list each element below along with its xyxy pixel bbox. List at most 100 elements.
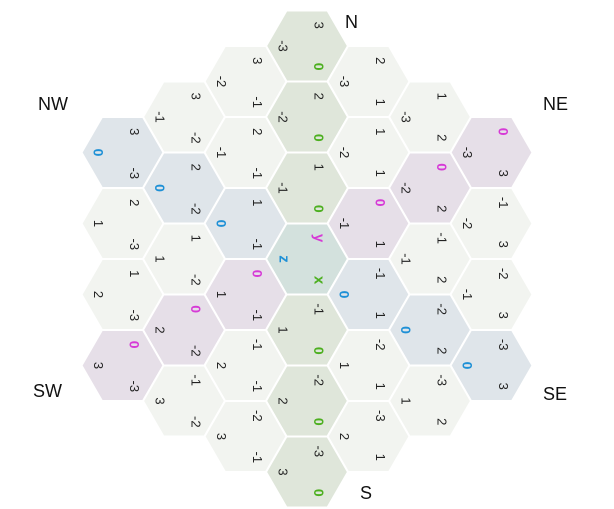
hex-cell-shape	[264, 435, 350, 509]
hex-cell: -1 3 -2	[203, 400, 288, 473]
cell-coord-q: 3	[496, 241, 511, 248]
cell-coord-r: -2	[399, 182, 414, 194]
cell-coord-r: 3	[153, 397, 168, 404]
cell-coord-s: 0	[250, 270, 266, 278]
cell-coord-s: -1	[373, 268, 388, 280]
hex-cell: -1 2 -1	[203, 329, 288, 402]
cell-coord-s: -2	[435, 303, 450, 315]
cell-coord-s: -1	[189, 374, 204, 386]
cell-coord-r: 1	[276, 326, 291, 333]
cell-coord-r: 0	[214, 220, 230, 228]
cell-coord-r: -1	[276, 182, 291, 194]
cell-coord-r: 3	[214, 433, 229, 440]
cell-coord-r: 2	[153, 326, 168, 333]
cell-coord-r: 3	[91, 362, 106, 369]
direction-label-se: SE	[543, 384, 568, 404]
cell-coord-r: 0	[460, 362, 476, 370]
cell-coord-r: -1	[399, 253, 414, 265]
cell-coord-s: -1	[250, 339, 265, 351]
cell-coord-q: 2	[435, 205, 450, 212]
cell-coord-s: -2	[250, 410, 265, 422]
cell-coord-q: 1	[373, 241, 388, 248]
hex-cell: 0 -3 3	[264, 9, 350, 83]
cell-coord-q: -3	[127, 239, 142, 251]
cell-coord-r: 1	[337, 362, 352, 369]
cell-coord-q: 0	[311, 134, 327, 142]
cell-coord-s: 3	[189, 93, 204, 100]
cell-coord-s: 1	[250, 199, 265, 206]
cell-coord-q: 1	[373, 170, 388, 177]
cell-coord-s: 1	[189, 235, 204, 242]
hex-cell: -2 0 2	[141, 151, 227, 225]
cell-coord-q: 3	[496, 383, 511, 390]
cell-coord-s: 2	[373, 57, 388, 64]
cell-coord-r: 1	[399, 397, 414, 404]
cell-coord-q: 2	[435, 347, 450, 354]
cell-coord-r: 0	[398, 326, 414, 334]
direction-label-ne: NE	[543, 94, 569, 114]
cell-coord-r: 0	[152, 184, 168, 192]
cell-coord-q: -1	[250, 310, 265, 322]
cell-coord-q: 2	[435, 418, 450, 425]
hex-cell: -3 1 2	[80, 187, 165, 260]
cell-coord-s: -3	[312, 446, 327, 458]
cell-coord-q: -3	[127, 381, 142, 393]
axis-label-s: y	[311, 234, 328, 243]
cell-coord-s: 1	[373, 128, 388, 135]
cell-coord-r: -1	[460, 289, 475, 301]
hex-cell: -2 3 -1	[141, 364, 227, 438]
axis-label-q: x	[311, 276, 328, 285]
cell-coord-s: -2	[373, 339, 388, 351]
cell-coord-q: -2	[189, 274, 204, 286]
cell-coord-r: 0	[337, 291, 353, 299]
cell-coord-s: 0	[373, 199, 389, 207]
cell-coord-s: -1	[435, 232, 450, 244]
cell-coord-r: -3	[460, 147, 475, 159]
cell-coord-q: 0	[311, 489, 327, 497]
cell-coord-r: 1	[214, 291, 229, 298]
cell-coord-s: 0	[496, 128, 512, 136]
cell-coord-q: -2	[189, 416, 204, 428]
cell-coord-q: 1	[373, 99, 388, 106]
cell-coord-q: 0	[311, 205, 327, 213]
cell-coord-q: -1	[250, 452, 265, 464]
cell-coord-s: 3	[312, 22, 327, 29]
cell-coord-s: -3	[373, 410, 388, 422]
cell-coord-s: 1	[312, 164, 327, 171]
cell-coord-q: -2	[189, 132, 204, 144]
cell-coord-s: 1	[435, 93, 450, 100]
cell-coord-s: 2	[189, 164, 204, 171]
cell-coord-s: 0	[188, 305, 204, 313]
cell-coord-q: -2	[189, 203, 204, 215]
cell-coord-s: 2	[312, 93, 327, 100]
cell-coord-r: 1	[153, 255, 168, 262]
cell-coord-q: -1	[250, 239, 265, 251]
cell-coord-q: -1	[250, 168, 265, 180]
cell-coord-s: -1	[496, 197, 511, 209]
cell-coord-q: 0	[311, 63, 327, 71]
cell-coord-r: -3	[337, 76, 352, 88]
cell-coord-s: 2	[250, 128, 265, 135]
cell-coord-r: -1	[337, 218, 352, 230]
cell-coord-r: 1	[91, 220, 106, 227]
cell-coord-q: 1	[373, 454, 388, 461]
direction-label-sw: SW	[33, 381, 62, 401]
cell-coord-q: 3	[496, 170, 511, 177]
cell-coord-s: 1	[127, 270, 142, 277]
cell-coord-r: 2	[276, 397, 291, 404]
cell-coord-s: -3	[435, 374, 450, 386]
hex-cell: 0 3 -3	[264, 435, 350, 509]
cell-coord-r: -1	[153, 111, 168, 123]
cell-coord-q: -3	[127, 310, 142, 322]
cell-coord-s: -3	[496, 339, 511, 351]
cell-coord-r: -2	[276, 111, 291, 123]
cell-coord-q: 3	[496, 312, 511, 319]
cell-coord-q: -3	[127, 168, 142, 180]
axis-label-r: z	[276, 255, 293, 263]
cell-coord-r: 2	[337, 433, 352, 440]
cell-coord-q: 2	[435, 134, 450, 141]
cell-coord-s: -2	[496, 268, 511, 280]
cell-coord-q: 2	[435, 276, 450, 283]
cell-coord-r: -2	[214, 76, 229, 88]
